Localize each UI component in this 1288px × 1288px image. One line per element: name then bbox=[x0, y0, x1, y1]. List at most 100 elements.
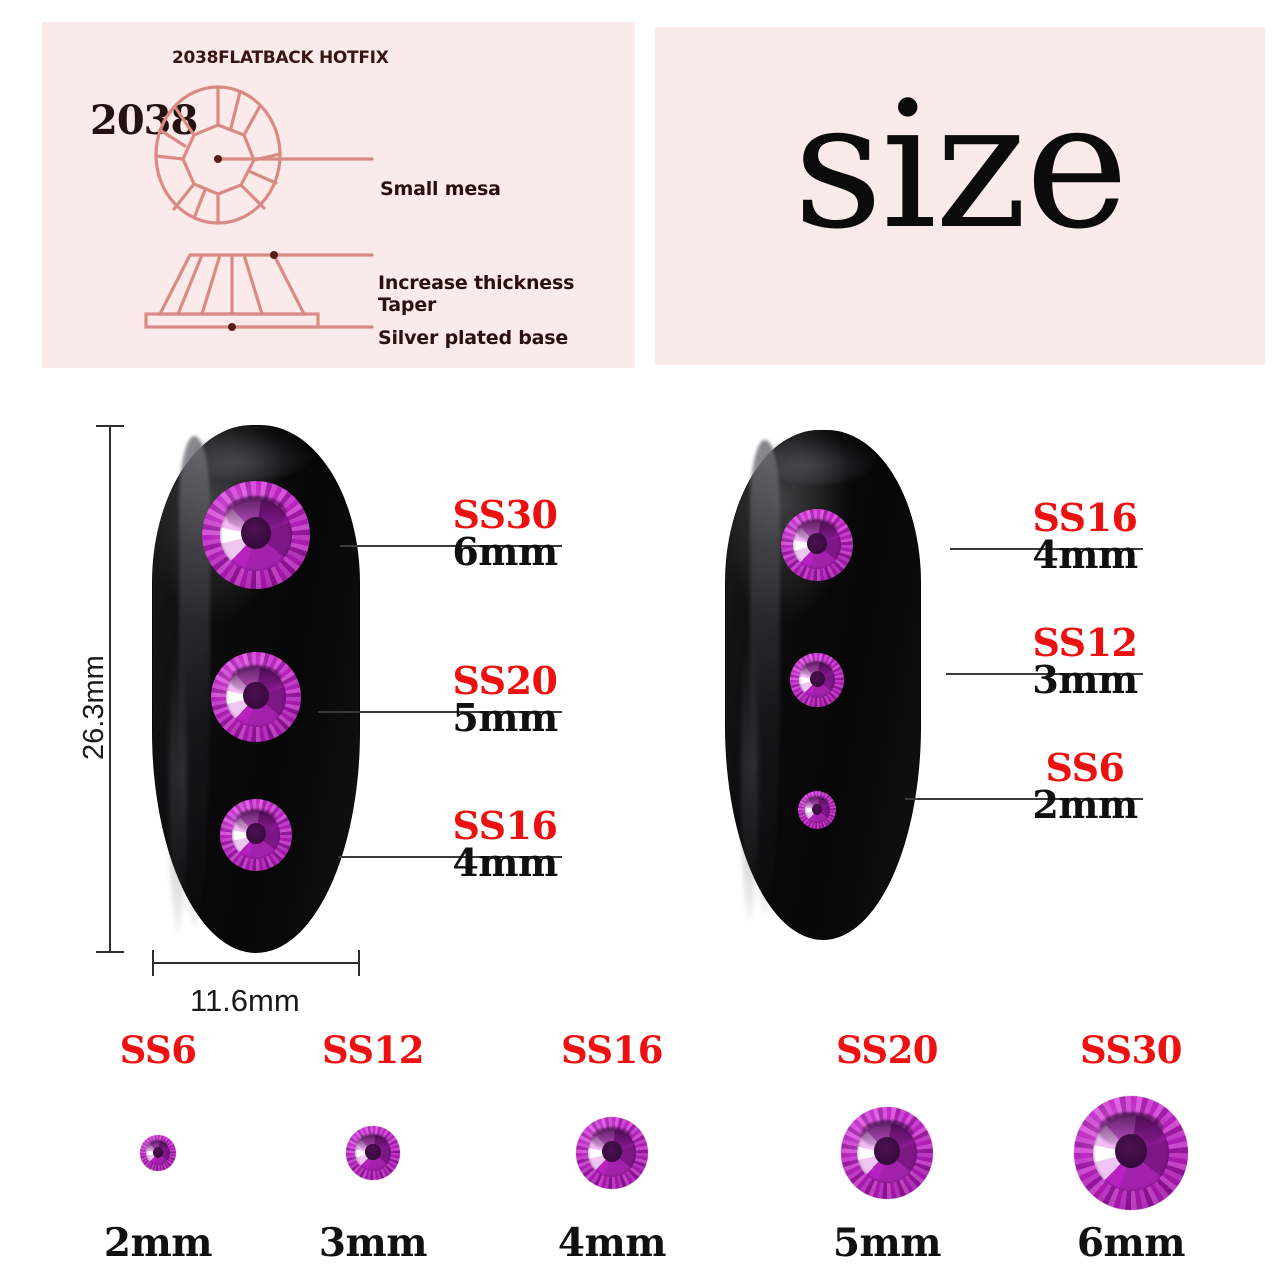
width-dimension-cap-right bbox=[358, 950, 360, 976]
size-item-ss30-code: SS30 bbox=[1079, 1028, 1183, 1072]
leader-dots bbox=[214, 155, 278, 331]
gem-ss16-on-nail bbox=[220, 799, 292, 871]
callout-ss12-size: 3mm bbox=[1032, 657, 1138, 703]
gem-ss16-on-nail-right bbox=[781, 509, 854, 581]
gem-core bbox=[874, 1137, 900, 1165]
gem-top-shadow bbox=[235, 809, 277, 831]
callout-line-ss16-left bbox=[338, 856, 562, 858]
gem-core bbox=[240, 516, 272, 550]
gem-top-shadow bbox=[806, 796, 828, 808]
label-increase-thickness: Increase thickness bbox=[378, 272, 575, 294]
size-item-ss12-code: SS12 bbox=[321, 1028, 425, 1072]
gem-top-shadow bbox=[147, 1140, 169, 1151]
gem-ss12-sample bbox=[346, 1126, 400, 1180]
diagram-product-code: 2038 bbox=[90, 97, 198, 144]
nail-left-top-shine bbox=[189, 432, 311, 481]
gem-core bbox=[809, 670, 825, 687]
gem-core bbox=[811, 803, 823, 815]
width-dimension-cap-left bbox=[152, 950, 154, 976]
size-item-ss30-gem-wrap bbox=[1016, 1096, 1246, 1210]
callout-ss20: SS20 5mm bbox=[440, 658, 570, 741]
gem-core bbox=[1115, 1133, 1147, 1168]
callout-ss16-left: SS16 4mm bbox=[440, 803, 570, 886]
nail-right-top-shine bbox=[760, 437, 874, 484]
callout-ss16-right: SS16 4mm bbox=[1020, 495, 1150, 578]
flatback-diagram-panel: 2038FLATBACK HOTFIX 2038 bbox=[42, 22, 635, 368]
nail-right-gloss bbox=[750, 440, 780, 915]
size-item-ss16-code: SS16 bbox=[560, 1028, 664, 1072]
gem-ss20-sample bbox=[841, 1107, 933, 1199]
callout-ss16-right-code: SS16 bbox=[1032, 495, 1138, 540]
size-item-ss16-size: 4mm bbox=[557, 1220, 667, 1266]
gem-ss16-sample bbox=[576, 1117, 648, 1189]
gem-core bbox=[601, 1140, 623, 1163]
callout-line-ss16-right bbox=[950, 548, 1143, 550]
callout-line-ss30 bbox=[340, 545, 562, 547]
nail-right bbox=[725, 430, 921, 940]
callout-line-ss6 bbox=[905, 798, 1143, 800]
size-item-ss12-size: 3mm bbox=[318, 1220, 428, 1266]
gem-ss12-on-nail bbox=[790, 653, 845, 707]
size-item-ss6-code: SS6 bbox=[119, 1028, 197, 1072]
callout-ss20-size: 5mm bbox=[452, 695, 558, 741]
gem-top-shadow bbox=[801, 660, 833, 677]
gem-ss30-sample bbox=[1074, 1096, 1188, 1210]
callout-ss20-code: SS20 bbox=[452, 658, 558, 703]
height-dimension-cap-bottom bbox=[96, 951, 124, 953]
gem-ss20-on-nail bbox=[211, 652, 301, 742]
size-item-ss16-gem-wrap bbox=[497, 1098, 727, 1208]
callout-ss12-code: SS12 bbox=[1032, 620, 1138, 665]
height-dimension-label: 26.3mm bbox=[78, 655, 110, 760]
label-small-mesa: Small mesa bbox=[380, 178, 501, 200]
size-item-ss12: SS12 3mm bbox=[258, 1020, 488, 1288]
size-item-ss6-gem-wrap bbox=[43, 1098, 273, 1208]
gem-core bbox=[243, 681, 269, 709]
callout-line-ss12 bbox=[946, 673, 1143, 675]
width-dimension-label: 11.6mm bbox=[190, 983, 300, 1018]
diagram-heading: 2038FLATBACK HOTFIX bbox=[172, 48, 389, 68]
callout-ss6-size: 2mm bbox=[1032, 782, 1138, 828]
callout-line-ss20 bbox=[318, 711, 562, 713]
size-item-ss16: SS16 4mm bbox=[497, 1020, 727, 1288]
gem-ss6-on-nail bbox=[798, 791, 837, 829]
nail-left-gloss bbox=[179, 435, 211, 927]
nail-left-gloss-secondary bbox=[168, 636, 188, 932]
gem-core bbox=[807, 532, 828, 555]
gem-top-shadow bbox=[357, 1133, 389, 1150]
size-item-ss20-gem-wrap bbox=[772, 1098, 1002, 1208]
callout-ss30: SS30 6mm bbox=[440, 492, 570, 572]
width-dimension-line bbox=[152, 962, 360, 964]
gem-top-shadow bbox=[591, 1127, 633, 1149]
size-item-ss6: SS6 2mm bbox=[43, 1020, 273, 1288]
size-item-ss20-size: 5mm bbox=[832, 1220, 942, 1266]
callout-ss6: SS6 2mm bbox=[1020, 745, 1150, 828]
nail-right-gloss-secondary bbox=[740, 634, 759, 920]
nail-left bbox=[152, 425, 360, 953]
size-item-ss20: SS20 5mm bbox=[772, 1020, 1002, 1288]
callout-ss6-code: SS6 bbox=[1045, 745, 1126, 790]
size-item-ss20-code: SS20 bbox=[835, 1028, 939, 1072]
flatback-schematic-svg bbox=[144, 85, 374, 331]
gem-top-shadow bbox=[796, 519, 838, 541]
size-comparison-row: SS6 2mm SS12 3mm SS16 bbox=[0, 1020, 1288, 1288]
gem-ss6-sample bbox=[140, 1135, 176, 1171]
size-item-ss12-gem-wrap bbox=[258, 1098, 488, 1208]
callout-ss16-left-size: 4mm bbox=[452, 840, 558, 886]
label-taper: Taper bbox=[378, 294, 437, 316]
size-item-ss30-size: 6mm bbox=[1076, 1220, 1186, 1266]
size-item-ss30: SS30 6mm bbox=[1016, 1020, 1246, 1288]
gem-core bbox=[245, 822, 267, 845]
size-item-ss6-size: 2mm bbox=[103, 1220, 213, 1266]
gem-ss30-on-nail bbox=[202, 481, 310, 589]
callout-ss30-code: SS30 bbox=[452, 492, 558, 537]
height-dimension-cap-top bbox=[96, 425, 124, 427]
size-title-panel: size bbox=[655, 27, 1265, 365]
gem-core bbox=[152, 1146, 164, 1158]
size-heading: size bbox=[793, 65, 1129, 268]
callout-ss16-right-size: 4mm bbox=[1032, 532, 1138, 578]
callout-ss12: SS12 3mm bbox=[1020, 620, 1150, 703]
label-silver-plated-base: Silver plated base bbox=[378, 327, 569, 349]
callout-ss16-left-code: SS16 bbox=[452, 803, 558, 848]
gem-core bbox=[365, 1143, 381, 1160]
height-dimension-line bbox=[109, 425, 111, 953]
